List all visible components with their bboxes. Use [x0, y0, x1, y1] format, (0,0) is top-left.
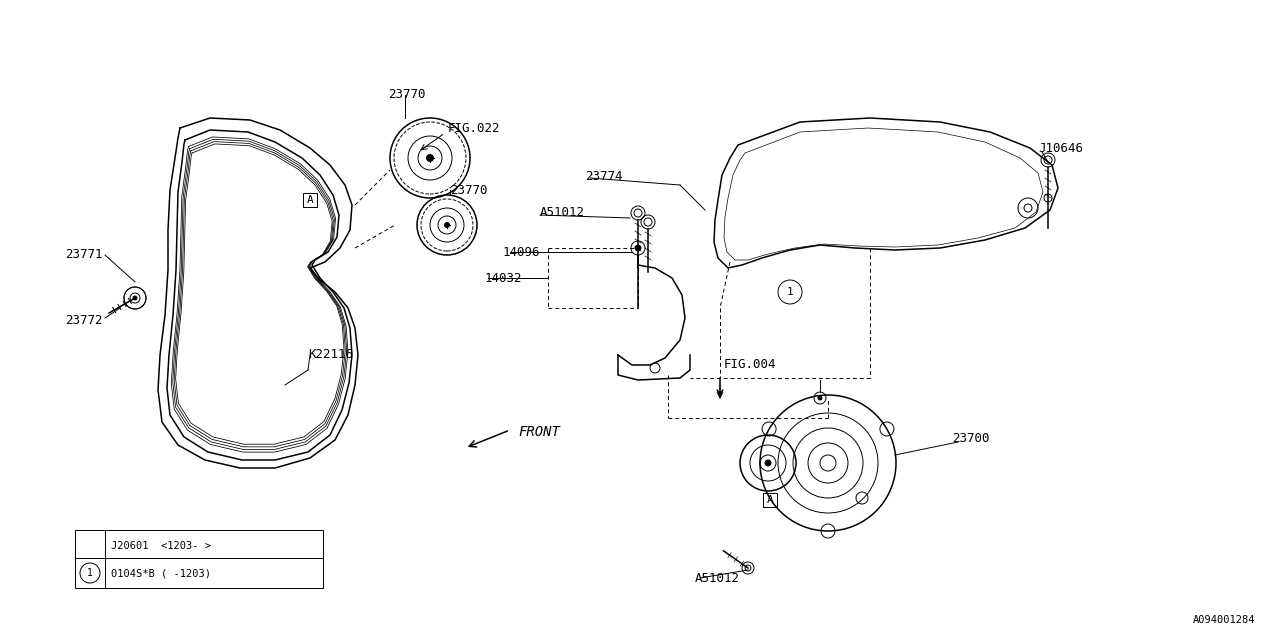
Text: FRONT: FRONT [518, 425, 559, 439]
Circle shape [426, 154, 434, 162]
Text: 14032: 14032 [485, 271, 522, 285]
Text: 14096: 14096 [503, 246, 540, 259]
Text: J10646: J10646 [1038, 141, 1083, 154]
Circle shape [444, 222, 451, 228]
Text: 1: 1 [87, 568, 93, 578]
Text: FIG.004: FIG.004 [724, 358, 777, 371]
Bar [763, 493, 777, 507]
Bar [303, 193, 317, 207]
Text: 23771: 23771 [65, 248, 102, 262]
Text: 1: 1 [787, 287, 794, 297]
Text: A094001284: A094001284 [1193, 615, 1254, 625]
Text: 23700: 23700 [952, 431, 989, 445]
Text: J20601  <1203- >: J20601 <1203- > [111, 541, 211, 551]
Text: 23770: 23770 [451, 184, 488, 196]
Text: 0104S*B ( -1203): 0104S*B ( -1203) [111, 569, 211, 579]
Circle shape [133, 296, 137, 300]
Text: FIG.022: FIG.022 [448, 122, 500, 134]
Text: A51012: A51012 [540, 205, 585, 218]
Circle shape [635, 245, 641, 251]
Circle shape [818, 396, 822, 400]
Circle shape [765, 460, 771, 466]
Text: 23772: 23772 [65, 314, 102, 326]
Text: K22116: K22116 [308, 349, 353, 362]
Text: 23774: 23774 [585, 170, 622, 184]
Text: A51012: A51012 [695, 572, 740, 584]
Text: A: A [767, 495, 773, 505]
Text: 23770: 23770 [388, 88, 425, 102]
Bar [76, 530, 323, 588]
Text: A: A [307, 195, 314, 205]
